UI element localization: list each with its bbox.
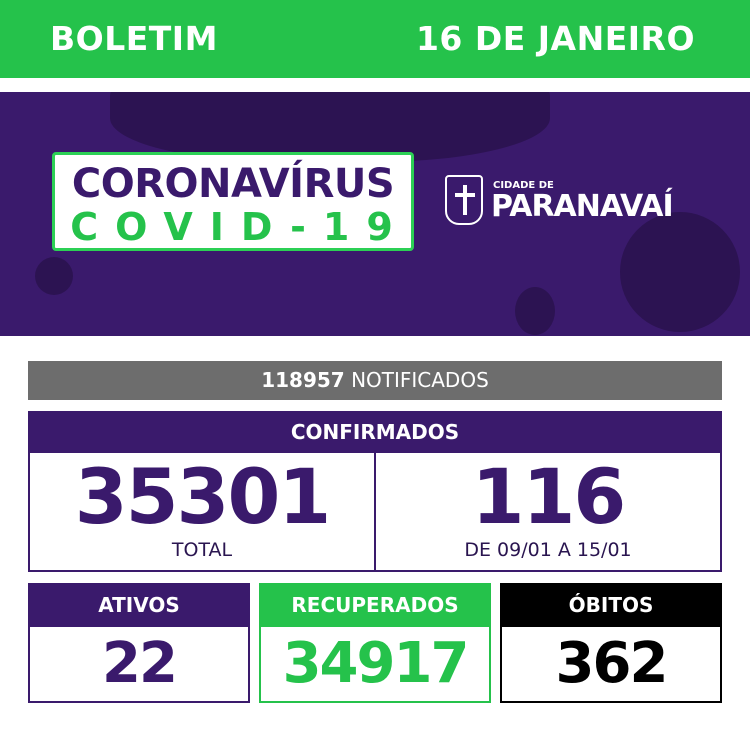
ativos-value: 22 xyxy=(102,631,178,696)
confirmados-total-box: 35301 TOTAL xyxy=(28,451,376,572)
header-date: 16 DE JANEIRO xyxy=(415,19,695,58)
confirmados-week-box: 116 DE 09/01 A 15/01 xyxy=(374,451,722,572)
background-shape xyxy=(515,287,555,335)
notificados-label: NOTIFICADOS xyxy=(351,368,489,392)
obitos-value: 362 xyxy=(555,631,669,696)
obitos-box: 362 xyxy=(500,625,722,703)
notificados-bar: 118957 NOTIFICADOS xyxy=(28,361,722,400)
recuperados-value: 34917 xyxy=(282,631,470,696)
logo-title: CORONAVÍRUS xyxy=(71,161,395,207)
header-title: BOLETIM xyxy=(50,19,218,58)
recuperados-box: 34917 xyxy=(259,625,491,703)
header-bar: BOLETIM 16 DE JANEIRO xyxy=(0,0,750,78)
virus-icon xyxy=(35,257,73,295)
notificados-value: 118957 xyxy=(261,368,345,392)
ativos-header: ATIVOS xyxy=(28,583,250,627)
coat-of-arms-icon xyxy=(445,175,483,225)
confirmados-total-label: TOTAL xyxy=(171,539,233,561)
obitos-header: ÓBITOS xyxy=(500,583,722,627)
confirmados-total: 35301 xyxy=(74,452,331,541)
city-logo: CIDADE DE PARANAVAÍ xyxy=(445,172,705,232)
confirmados-week: 116 xyxy=(471,452,627,541)
ativos-box: 22 xyxy=(28,625,250,703)
virus-icon xyxy=(620,212,740,332)
city-prefix: CIDADE DE xyxy=(493,180,554,191)
confirmados-header: CONFIRMADOS xyxy=(28,411,722,453)
recuperados-header: RECUPERADOS xyxy=(259,583,491,627)
logo-subtitle: COVID-19 xyxy=(70,205,410,249)
confirmados-week-label: DE 09/01 A 15/01 xyxy=(464,539,632,561)
coronavirus-logo: CORONAVÍRUS COVID-19 xyxy=(52,152,414,251)
city-name: PARANAVAÍ xyxy=(491,189,674,224)
background-figure xyxy=(110,92,550,162)
